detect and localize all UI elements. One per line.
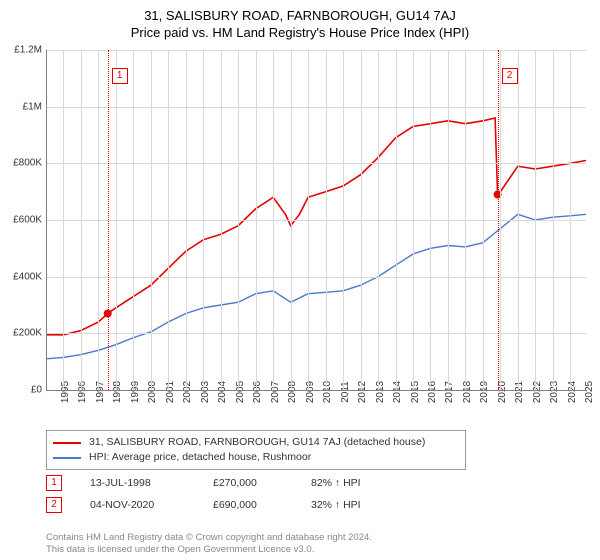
event-marker-box: 1 xyxy=(46,475,62,491)
gridline-v xyxy=(203,50,204,390)
gridline-v xyxy=(133,50,134,390)
y-axis-label: £800K xyxy=(13,158,42,169)
gridline-v xyxy=(256,50,257,390)
footer: Contains HM Land Registry data © Crown c… xyxy=(46,532,372,556)
gridline-v xyxy=(413,50,414,390)
gridline-v xyxy=(430,50,431,390)
event-row: 2 04-NOV-2020 £690,000 32% ↑ HPI xyxy=(46,494,391,516)
event-price: £270,000 xyxy=(213,477,283,489)
title-block: 31, SALISBURY ROAD, FARNBOROUGH, GU14 7A… xyxy=(0,0,600,40)
gridline-v xyxy=(308,50,309,390)
gridline-v xyxy=(116,50,117,390)
gridline-v xyxy=(378,50,379,390)
y-axis-label: £1M xyxy=(23,101,42,112)
event-date: 13-JUL-1998 xyxy=(90,477,185,489)
gridline-v xyxy=(186,50,187,390)
chart-subtitle: Price paid vs. HM Land Registry's House … xyxy=(0,25,600,40)
y-axis-label: £1.2M xyxy=(14,45,42,56)
legend-swatch xyxy=(53,442,81,444)
gridline-v xyxy=(396,50,397,390)
event-vline xyxy=(498,50,499,390)
y-axis-label: £0 xyxy=(31,385,42,396)
gridline-h xyxy=(46,220,586,221)
event-row: 1 13-JUL-1998 £270,000 82% ↑ HPI xyxy=(46,472,391,494)
gridline-v xyxy=(465,50,466,390)
y-axis-label: £200K xyxy=(13,328,42,339)
footer-line: Contains HM Land Registry data © Crown c… xyxy=(46,532,372,544)
gridline-v xyxy=(343,50,344,390)
event-date: 04-NOV-2020 xyxy=(90,499,185,511)
legend-item: 31, SALISBURY ROAD, FARNBOROUGH, GU14 7A… xyxy=(53,435,459,450)
series-property xyxy=(46,118,586,335)
gridline-v xyxy=(273,50,274,390)
x-axis xyxy=(46,390,586,391)
y-axis xyxy=(46,50,47,390)
y-axis-label: £600K xyxy=(13,215,42,226)
gridline-v xyxy=(221,50,222,390)
y-axis-label: £400K xyxy=(13,271,42,282)
event-marker-box: 1 xyxy=(112,68,128,84)
gridline-v xyxy=(518,50,519,390)
gridline-v xyxy=(448,50,449,390)
chart-title: 31, SALISBURY ROAD, FARNBOROUGH, GU14 7A… xyxy=(0,8,600,23)
gridline-v xyxy=(63,50,64,390)
events-table: 1 13-JUL-1998 £270,000 82% ↑ HPI 2 04-NO… xyxy=(46,472,391,516)
chart-container: 31, SALISBURY ROAD, FARNBOROUGH, GU14 7A… xyxy=(0,0,600,560)
event-marker-box: 2 xyxy=(46,497,62,513)
gridline-v xyxy=(326,50,327,390)
footer-line: This data is licensed under the Open Gov… xyxy=(46,544,372,556)
event-price: £690,000 xyxy=(213,499,283,511)
gridline-h xyxy=(46,333,586,334)
legend: 31, SALISBURY ROAD, FARNBOROUGH, GU14 7A… xyxy=(46,430,466,470)
gridline-v xyxy=(151,50,152,390)
gridline-h xyxy=(46,107,586,108)
gridline-v xyxy=(168,50,169,390)
event-vline xyxy=(108,50,109,390)
gridline-v xyxy=(238,50,239,390)
event-marker-box: 2 xyxy=(502,68,518,84)
gridline-v xyxy=(361,50,362,390)
gridline-v xyxy=(81,50,82,390)
legend-label: 31, SALISBURY ROAD, FARNBOROUGH, GU14 7A… xyxy=(89,435,425,450)
gridline-v xyxy=(98,50,99,390)
x-axis-label: 2025 xyxy=(570,381,595,403)
gridline-v xyxy=(535,50,536,390)
gridline-h xyxy=(46,50,586,51)
legend-swatch xyxy=(53,457,81,459)
gridline-h xyxy=(46,163,586,164)
gridline-v xyxy=(483,50,484,390)
gridline-h xyxy=(46,277,586,278)
gridline-v xyxy=(553,50,554,390)
legend-label: HPI: Average price, detached house, Rush… xyxy=(89,450,311,465)
chart-plot-area: £0£200K£400K£600K£800K£1M£1.2M1995199619… xyxy=(46,50,586,390)
legend-item: HPI: Average price, detached house, Rush… xyxy=(53,450,459,465)
gridline-v xyxy=(500,50,501,390)
gridline-v xyxy=(570,50,571,390)
event-pct: 32% ↑ HPI xyxy=(311,499,391,511)
event-pct: 82% ↑ HPI xyxy=(311,477,391,489)
gridline-v xyxy=(291,50,292,390)
series-hpi xyxy=(46,214,586,358)
